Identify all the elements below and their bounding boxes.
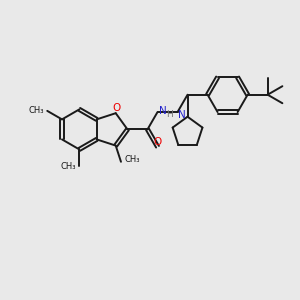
Text: CH₃: CH₃	[124, 155, 140, 164]
Text: N: N	[178, 110, 185, 120]
Text: H: H	[167, 110, 173, 119]
Text: CH₃: CH₃	[60, 162, 76, 171]
Text: N: N	[159, 106, 167, 116]
Text: CH₃: CH₃	[28, 106, 44, 116]
Text: O: O	[153, 137, 162, 147]
Text: O: O	[112, 103, 121, 113]
